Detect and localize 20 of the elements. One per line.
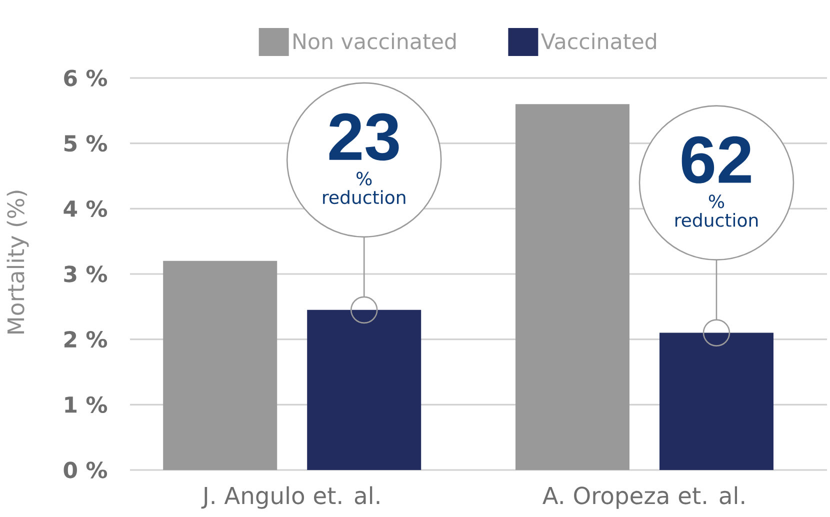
annotation: 62: [682, 136, 751, 184]
bar: [515, 104, 630, 470]
legend-label: Non vaccinated: [294, 32, 456, 50]
y-tick-label: 1 %: [65, 396, 108, 413]
annotation: % reduction: [323, 172, 406, 204]
bar: [659, 332, 774, 470]
x-tick-label: J. Angulo et. al.: [201, 486, 380, 509]
y-tick-label: 2 %: [64, 331, 108, 348]
annotation: 23: [329, 113, 399, 161]
bar: [307, 310, 422, 470]
y-axis-title: Mortality (%): [6, 190, 29, 334]
y-tick-label: 3 %: [64, 266, 108, 282]
y-tick-label: 6 %: [64, 70, 108, 86]
y-tick-label: 5 %: [64, 135, 108, 152]
x-tick-label: A. Oropeza et. al.: [542, 486, 744, 509]
bar: [163, 260, 278, 470]
y-tick-label: 0 %: [64, 462, 108, 478]
y-tick-label: 4 %: [64, 200, 108, 217]
legend-label: Vaccinated: [541, 32, 656, 50]
annotation: % reduction: [675, 194, 758, 227]
